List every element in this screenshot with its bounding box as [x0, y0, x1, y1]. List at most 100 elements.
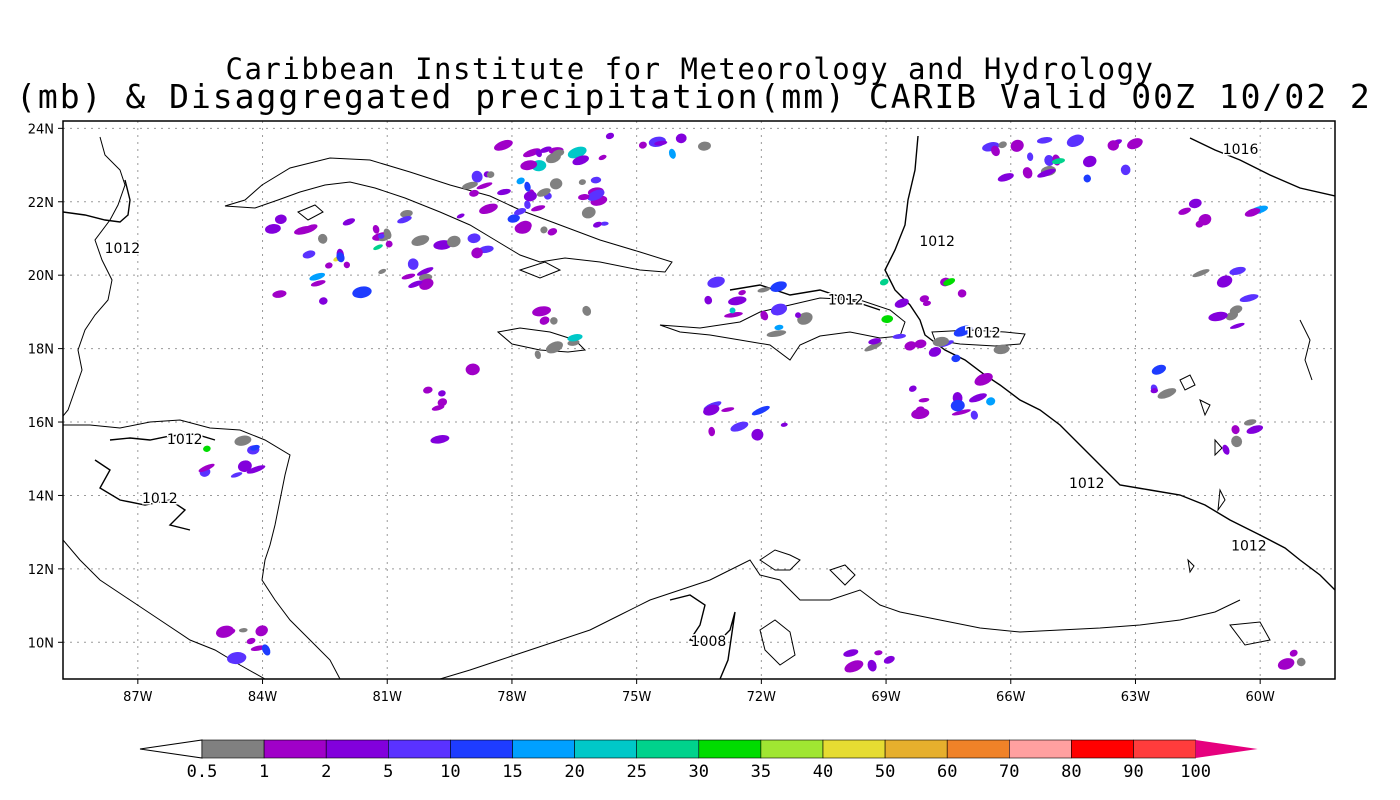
colorbar-swatch	[884, 739, 948, 759]
yucatan-coastline	[63, 136, 126, 417]
precip-cell	[928, 347, 942, 357]
precip-cell	[373, 244, 383, 251]
precip-cell	[908, 385, 917, 392]
precip-cell	[1188, 198, 1202, 209]
precip-cell	[261, 644, 271, 656]
precip-cell	[438, 390, 446, 397]
precip-cell	[998, 141, 1007, 149]
colorbar: 0.5 1 2 5 10 15 20 25 30 35 40 50 60 70 80 90 100	[139, 739, 1258, 782]
precip-cell	[943, 278, 956, 286]
precip-cell	[230, 472, 243, 478]
precip-cell	[462, 181, 478, 190]
precip-cell	[1229, 305, 1243, 315]
precip-cell	[534, 350, 541, 359]
precip-cell	[246, 637, 256, 645]
precip-cell	[1036, 137, 1053, 144]
precip-cell	[467, 233, 481, 244]
precip-cell	[1120, 164, 1131, 176]
precip-cell	[951, 354, 961, 363]
colorbar-label: 1	[259, 762, 269, 782]
colorbar-label: 15	[502, 762, 522, 782]
isobar-1012-nicaragua	[94, 459, 191, 531]
colorbar-swatch	[822, 739, 886, 759]
precip-cell	[867, 659, 877, 672]
isobar-label: 1008	[691, 634, 727, 650]
lake-maracaibo	[759, 619, 796, 666]
precip-cell	[675, 133, 687, 144]
precip-cell	[707, 276, 725, 288]
precip-cell	[911, 408, 930, 420]
colorbar-label: 100	[1180, 762, 1211, 782]
colorbar-label: 50	[875, 762, 895, 782]
precip-cell	[524, 181, 531, 192]
precip-cell	[774, 324, 784, 331]
trinidad-outline	[1229, 621, 1271, 646]
precip-cell	[540, 226, 548, 234]
precip-cell	[532, 306, 551, 317]
precip-cell	[242, 460, 250, 467]
colorbar-swatch	[325, 739, 389, 759]
precip-cell	[486, 171, 495, 178]
precip-cell	[372, 225, 380, 234]
colorbar-label: 20	[564, 762, 584, 782]
precip-cell	[1178, 207, 1191, 215]
colorbar-label: 60	[937, 762, 957, 782]
precip-cell	[516, 220, 532, 233]
precip-cell	[401, 273, 416, 280]
map-title-line2: (mb) & Disaggregated precipitation(mm) C…	[16, 77, 1372, 116]
colorbar-swatch	[1008, 739, 1072, 759]
precip-cell	[697, 141, 711, 151]
gridlines	[63, 121, 1335, 679]
precip-cell	[970, 410, 979, 420]
precip-cell	[549, 178, 563, 190]
precip-cell	[523, 191, 537, 202]
bahamas-shoal	[518, 261, 562, 279]
precip-cell	[1208, 311, 1228, 322]
precipitation-field	[198, 132, 1306, 673]
colorbar-swatch	[698, 739, 762, 759]
precip-cell	[1229, 266, 1246, 276]
precip-cell	[552, 149, 565, 157]
precip-cell	[918, 397, 930, 403]
precip-cell	[246, 465, 266, 474]
precip-cell	[1195, 220, 1204, 228]
precip-cell	[319, 297, 328, 305]
precip-cell	[1027, 152, 1034, 162]
isobar-1016	[1189, 137, 1335, 197]
precip-cell	[1231, 425, 1240, 435]
colorbar-label: 25	[626, 762, 646, 782]
coastlines	[63, 136, 1313, 679]
curacao-islands	[829, 564, 856, 586]
precip-cell	[728, 296, 747, 306]
atlantic-island-outlines	[1179, 374, 1226, 574]
isobar-label: 1012	[1069, 476, 1105, 492]
colorbar-label: 35	[751, 762, 771, 782]
colorbar-label: 70	[999, 762, 1019, 782]
precip-cell	[780, 422, 788, 427]
precip-cell	[234, 435, 252, 446]
isobar-label: 1016	[1223, 142, 1259, 158]
isobars	[63, 135, 1335, 679]
map-title-line1: Caribbean Institute for Meteorology and …	[225, 52, 1155, 86]
isobar-1012-east	[884, 135, 1335, 591]
precip-cell	[227, 652, 247, 665]
precip-cell	[1083, 155, 1097, 168]
precip-cell	[1231, 435, 1243, 448]
precip-cell	[951, 409, 971, 416]
colorbar-label: 0.5	[187, 762, 218, 782]
precip-cell	[1022, 167, 1033, 179]
colombia-coastline	[439, 559, 1241, 679]
precip-cell	[969, 393, 987, 403]
precip-cell	[990, 145, 1000, 157]
colorbar-swatch	[450, 739, 513, 759]
lon-tick-label: 69W	[871, 690, 901, 705]
precip-cell	[447, 235, 461, 248]
precip-cell	[1192, 269, 1210, 278]
jamaica-coastline	[496, 327, 587, 353]
precip-cell	[919, 295, 930, 303]
plot-frame	[62, 120, 1336, 680]
precip-cell	[797, 312, 813, 325]
precip-cell	[430, 435, 450, 444]
lat-tick-label: 24N	[28, 122, 54, 137]
